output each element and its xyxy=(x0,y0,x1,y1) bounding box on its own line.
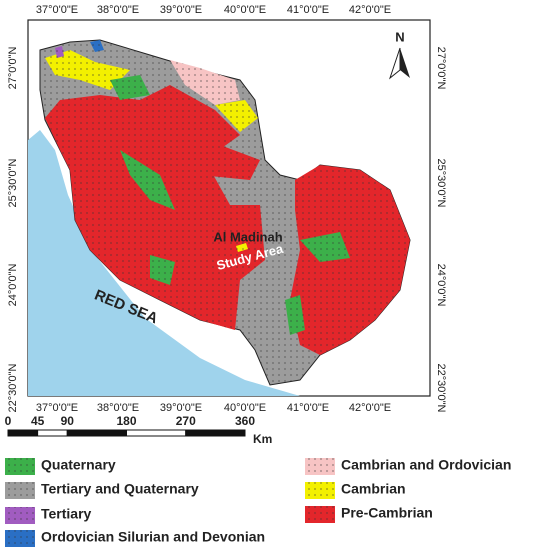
scale-segment xyxy=(185,429,246,437)
legend-swatch-texture xyxy=(5,507,35,524)
unit-texture xyxy=(215,100,258,132)
legend-swatch-texture xyxy=(305,482,335,499)
north-label: N xyxy=(395,29,404,44)
legend-label: Tertiary xyxy=(41,506,92,522)
legend-swatch-texture xyxy=(5,482,35,499)
legend-swatch-texture xyxy=(305,506,335,523)
scale-segment xyxy=(126,429,187,437)
legend-label: Cambrian xyxy=(341,481,406,497)
legend-label: Cambrian and Ordovician xyxy=(341,457,511,473)
longitude-label: 39°0'0"E xyxy=(160,4,202,16)
scale-unit: Km xyxy=(253,432,272,446)
latitude-label: 27°0'0"N xyxy=(435,47,447,90)
longitude-label: 37°0'0"E xyxy=(36,402,78,414)
longitude-label: 38°0'0"E xyxy=(97,4,139,16)
legend-label: Pre-Cambrian xyxy=(341,505,433,521)
latitude-label: 27°0'0"N xyxy=(7,47,19,90)
unit-texture xyxy=(150,255,175,285)
scale-segment xyxy=(37,429,68,437)
scale-tick-label: 270 xyxy=(176,414,196,428)
scale-tick-label: 90 xyxy=(61,414,75,428)
legend-swatch-texture xyxy=(5,458,35,475)
unit-texture xyxy=(90,40,104,52)
scale-segment xyxy=(7,429,39,437)
legend-label: Tertiary and Quaternary xyxy=(41,481,199,497)
unit-texture xyxy=(236,243,248,252)
scale-tick-label: 0 xyxy=(5,414,12,428)
longitude-label: 37°0'0"E xyxy=(36,4,78,16)
longitude-label: 42°0'0"E xyxy=(349,402,391,414)
city-label: Al Madinah xyxy=(213,229,282,244)
unit-texture xyxy=(55,46,64,58)
scale-tick-label: 360 xyxy=(235,414,255,428)
longitude-label: 41°0'0"E xyxy=(287,402,329,414)
unit-texture xyxy=(290,165,410,355)
scale-tick-label: 180 xyxy=(116,414,136,428)
longitude-label: 42°0'0"E xyxy=(349,4,391,16)
longitude-label: 40°0'0"E xyxy=(224,402,266,414)
latitude-label: 22°30'0"N xyxy=(7,363,19,412)
longitude-label: 39°0'0"E xyxy=(160,402,202,414)
unit-texture xyxy=(300,232,350,262)
longitude-label: 41°0'0"E xyxy=(287,4,329,16)
unit-texture xyxy=(110,75,150,100)
latitude-label: 25°30'0"N xyxy=(435,159,447,208)
north-arrow xyxy=(388,47,410,80)
scale-tick-label: 45 xyxy=(31,414,45,428)
sea xyxy=(28,130,300,396)
latitude-label: 24°0'0"N xyxy=(7,264,19,307)
legend-label: Quaternary xyxy=(41,457,116,473)
longitude-label: 38°0'0"E xyxy=(97,402,139,414)
unit-texture xyxy=(160,145,260,180)
scale-segment xyxy=(66,429,127,437)
latitude-label: 25°30'0"N xyxy=(7,158,19,207)
latitude-label: 22°30'0"N xyxy=(435,364,447,413)
unit-texture xyxy=(45,50,130,90)
unit-texture xyxy=(170,60,240,105)
unit-texture xyxy=(285,295,305,335)
latitude-label: 24°0'0"N xyxy=(435,264,447,307)
unit-texture xyxy=(120,150,175,210)
longitude-label: 40°0'0"E xyxy=(224,4,266,16)
legend-label: Ordovician Silurian and Devonian xyxy=(41,529,265,545)
legend-swatch-texture xyxy=(305,458,335,475)
legend-swatch-texture xyxy=(5,530,35,547)
